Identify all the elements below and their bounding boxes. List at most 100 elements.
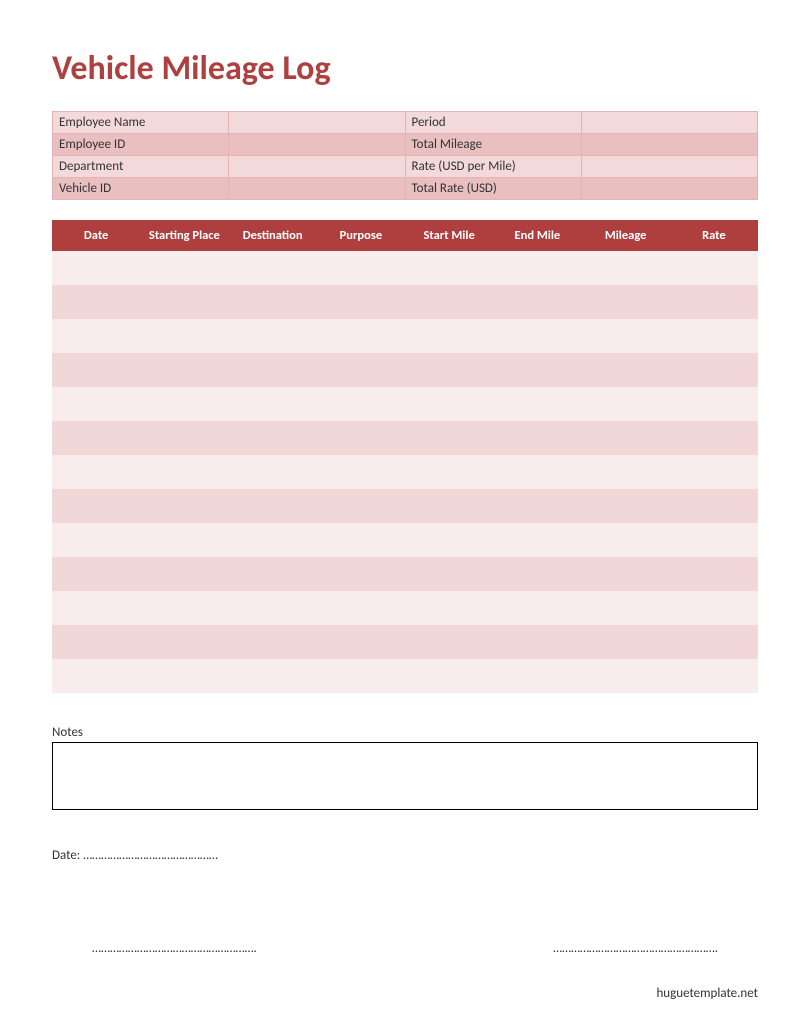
log-cell[interactable] bbox=[582, 489, 670, 523]
log-cell[interactable] bbox=[52, 591, 140, 625]
log-cell[interactable] bbox=[405, 387, 493, 421]
log-cell[interactable] bbox=[317, 625, 405, 659]
log-cell[interactable] bbox=[140, 319, 228, 353]
log-cell[interactable] bbox=[670, 659, 758, 693]
log-cell[interactable] bbox=[140, 523, 228, 557]
info-value[interactable] bbox=[229, 112, 405, 134]
log-cell[interactable] bbox=[405, 659, 493, 693]
log-cell[interactable] bbox=[493, 659, 581, 693]
log-cell[interactable] bbox=[52, 659, 140, 693]
info-value[interactable] bbox=[229, 178, 405, 200]
log-cell[interactable] bbox=[670, 387, 758, 421]
info-value[interactable] bbox=[581, 156, 757, 178]
log-cell[interactable] bbox=[493, 625, 581, 659]
log-cell[interactable] bbox=[229, 353, 317, 387]
log-cell[interactable] bbox=[670, 489, 758, 523]
log-cell[interactable] bbox=[493, 489, 581, 523]
log-cell[interactable] bbox=[317, 353, 405, 387]
log-cell[interactable] bbox=[317, 557, 405, 591]
log-cell[interactable] bbox=[493, 319, 581, 353]
log-cell[interactable] bbox=[493, 591, 581, 625]
log-cell[interactable] bbox=[670, 625, 758, 659]
log-cell[interactable] bbox=[52, 251, 140, 285]
log-cell[interactable] bbox=[405, 557, 493, 591]
log-cell[interactable] bbox=[140, 353, 228, 387]
log-cell[interactable] bbox=[229, 387, 317, 421]
log-cell[interactable] bbox=[582, 421, 670, 455]
log-cell[interactable] bbox=[405, 455, 493, 489]
log-cell[interactable] bbox=[52, 319, 140, 353]
log-cell[interactable] bbox=[670, 251, 758, 285]
log-cell[interactable] bbox=[493, 523, 581, 557]
log-cell[interactable] bbox=[52, 523, 140, 557]
log-cell[interactable] bbox=[317, 659, 405, 693]
log-cell[interactable] bbox=[52, 387, 140, 421]
log-cell[interactable] bbox=[317, 489, 405, 523]
info-value[interactable] bbox=[581, 112, 757, 134]
log-cell[interactable] bbox=[52, 625, 140, 659]
log-cell[interactable] bbox=[405, 591, 493, 625]
log-cell[interactable] bbox=[582, 455, 670, 489]
log-cell[interactable] bbox=[670, 591, 758, 625]
log-cell[interactable] bbox=[140, 285, 228, 319]
log-cell[interactable] bbox=[582, 625, 670, 659]
log-cell[interactable] bbox=[140, 455, 228, 489]
log-cell[interactable] bbox=[317, 251, 405, 285]
notes-box[interactable] bbox=[52, 742, 758, 810]
log-cell[interactable] bbox=[229, 557, 317, 591]
log-cell[interactable] bbox=[229, 251, 317, 285]
log-cell[interactable] bbox=[317, 285, 405, 319]
log-cell[interactable] bbox=[670, 557, 758, 591]
log-cell[interactable] bbox=[140, 659, 228, 693]
log-cell[interactable] bbox=[317, 523, 405, 557]
log-cell[interactable] bbox=[317, 387, 405, 421]
log-cell[interactable] bbox=[582, 353, 670, 387]
log-cell[interactable] bbox=[405, 421, 493, 455]
log-cell[interactable] bbox=[405, 319, 493, 353]
log-cell[interactable] bbox=[493, 251, 581, 285]
log-cell[interactable] bbox=[670, 523, 758, 557]
log-cell[interactable] bbox=[229, 285, 317, 319]
log-cell[interactable] bbox=[140, 625, 228, 659]
log-cell[interactable] bbox=[52, 285, 140, 319]
log-cell[interactable] bbox=[582, 319, 670, 353]
log-cell[interactable] bbox=[670, 421, 758, 455]
log-cell[interactable] bbox=[229, 523, 317, 557]
info-value[interactable] bbox=[229, 156, 405, 178]
log-cell[interactable] bbox=[405, 251, 493, 285]
log-cell[interactable] bbox=[229, 319, 317, 353]
log-cell[interactable] bbox=[582, 285, 670, 319]
log-cell[interactable] bbox=[52, 489, 140, 523]
log-cell[interactable] bbox=[493, 557, 581, 591]
log-cell[interactable] bbox=[229, 421, 317, 455]
log-cell[interactable] bbox=[405, 353, 493, 387]
log-cell[interactable] bbox=[582, 251, 670, 285]
log-cell[interactable] bbox=[670, 285, 758, 319]
log-cell[interactable] bbox=[493, 387, 581, 421]
log-cell[interactable] bbox=[140, 251, 228, 285]
log-cell[interactable] bbox=[317, 591, 405, 625]
log-cell[interactable] bbox=[317, 319, 405, 353]
log-cell[interactable] bbox=[582, 659, 670, 693]
log-cell[interactable] bbox=[493, 455, 581, 489]
log-cell[interactable] bbox=[229, 591, 317, 625]
log-cell[interactable] bbox=[140, 421, 228, 455]
log-cell[interactable] bbox=[229, 625, 317, 659]
log-cell[interactable] bbox=[140, 591, 228, 625]
log-cell[interactable] bbox=[582, 557, 670, 591]
log-cell[interactable] bbox=[140, 387, 228, 421]
info-value[interactable] bbox=[581, 134, 757, 156]
log-cell[interactable] bbox=[493, 353, 581, 387]
log-cell[interactable] bbox=[229, 455, 317, 489]
log-cell[interactable] bbox=[670, 353, 758, 387]
log-cell[interactable] bbox=[670, 319, 758, 353]
log-cell[interactable] bbox=[140, 489, 228, 523]
log-cell[interactable] bbox=[52, 353, 140, 387]
log-cell[interactable] bbox=[317, 455, 405, 489]
log-cell[interactable] bbox=[52, 455, 140, 489]
log-cell[interactable] bbox=[52, 421, 140, 455]
log-cell[interactable] bbox=[229, 489, 317, 523]
log-cell[interactable] bbox=[140, 557, 228, 591]
info-value[interactable] bbox=[581, 178, 757, 200]
log-cell[interactable] bbox=[229, 659, 317, 693]
